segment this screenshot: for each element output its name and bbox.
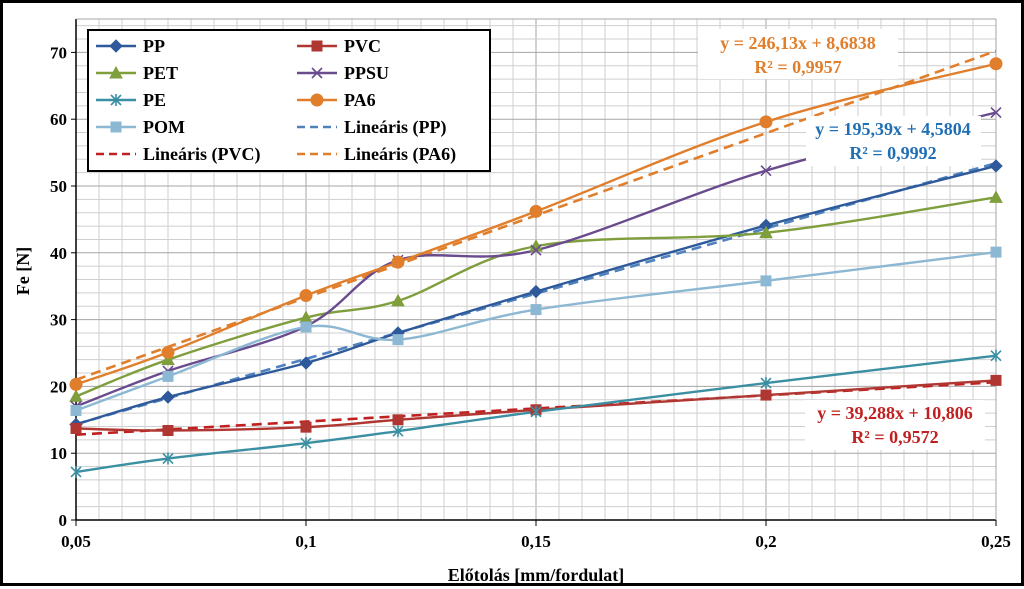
data-point-pe [392, 425, 404, 438]
data-point-pp [529, 284, 543, 299]
legend-label-pe: PE [143, 90, 166, 110]
series-line-pp [75, 164, 997, 426]
pa6-equation-box [698, 29, 898, 79]
legend-label-ppsu: PPSU [344, 63, 389, 83]
data-point-pe [300, 437, 312, 450]
legend-marker-pom [110, 121, 122, 133]
pvc-r2: R² = 0,9572 [851, 427, 938, 447]
data-point-pe [162, 452, 174, 465]
data-point-ppsu [990, 106, 1002, 119]
data-point-pe [990, 349, 1002, 362]
data-point-pvc [392, 414, 404, 426]
series-line-pvc [75, 379, 997, 432]
series-line-pa6 [75, 62, 997, 386]
data-point-pom [392, 334, 404, 346]
trend-equations: y = 246,13x + 8,6838 R² = 0,9957 y = 195… [698, 29, 985, 450]
data-point-pe [760, 377, 772, 390]
data-point-pet [759, 225, 773, 239]
x-tick-label: 0,25 [981, 532, 1011, 551]
x-tick-label: 0,15 [521, 532, 551, 551]
data-point-pvc [70, 422, 82, 434]
data-point-pom [760, 275, 772, 287]
y-axis-title: Fe [N] [13, 247, 33, 295]
data-point-pom [70, 404, 82, 416]
y-tick-label: 10 [50, 444, 67, 463]
y-tick-label: 30 [50, 311, 67, 330]
legend-marker-pvc [311, 40, 323, 52]
data-point-pom [300, 321, 312, 333]
pp-equation-box [806, 116, 981, 166]
tick-labels: 0,05 0,1 0,15 0,2 0,25 0 10 20 30 40 50 60 70 [50, 43, 1011, 551]
pp-equation: y = 195,39x + 4,5804 [815, 119, 971, 139]
legend-box [87, 29, 491, 172]
legend-label-pet: PET [143, 63, 178, 83]
series-line-pe [75, 354, 997, 474]
legend-label-pa6: PA6 [344, 90, 376, 110]
data-point-ppsu [530, 244, 542, 256]
data-point-pa6 [161, 345, 175, 359]
data-point-pom [990, 246, 1002, 258]
y-tick-label: 70 [50, 43, 67, 62]
data-point-pa6 [299, 289, 313, 303]
pvc-equation-box [805, 400, 985, 450]
legend: PP PVC PET PPSU PE PA6 POM Lineáris (PP) Lineári… [87, 29, 491, 172]
x-tick-label: 0,2 [755, 532, 776, 551]
legend-marker-pet [109, 65, 123, 79]
data-point-pvc [162, 424, 174, 436]
data-point-pet [989, 190, 1003, 203]
series-line-pet [75, 196, 997, 398]
x-tick-label: 0,1 [295, 532, 316, 551]
data-point-pom [530, 304, 542, 316]
data-point-pa6 [529, 204, 543, 218]
legend-marker-pa6 [310, 93, 324, 107]
line-chart: 0,05 0,1 0,15 0,2 0,25 0 10 20 30 40 50 60 70 y = 24… [13, 18, 1011, 585]
data-point-pvc [300, 421, 312, 433]
series-lines [75, 62, 997, 474]
y-tick-label: 0 [59, 511, 68, 530]
data-point-ppsu [760, 165, 772, 177]
data-point-pp [989, 159, 1003, 173]
y-tick-label: 40 [50, 244, 67, 263]
data-point-pvc [990, 374, 1002, 386]
data-point-pet [69, 389, 83, 402]
data-point-pvc [760, 389, 772, 401]
pa6-equation: y = 246,13x + 8,6838 [720, 33, 876, 53]
data-point-pet [391, 293, 405, 307]
data-point-pa6 [989, 57, 1003, 71]
data-point-pp [299, 356, 313, 370]
legend-label-pom: POM [143, 117, 185, 137]
legend-label-line-ris-pa6-: Lineáris (PA6) [344, 144, 456, 165]
series-line-ppsu [75, 111, 997, 408]
x-tick-label: 0,05 [61, 532, 91, 551]
data-point-pa6 [69, 377, 83, 391]
legend-label-pp: PP [143, 36, 165, 56]
x-axis-title: Előtolás [mm/fordulat] [448, 565, 624, 585]
legend-marker-pe [110, 94, 122, 106]
y-tick-label: 60 [50, 110, 67, 129]
y-tick-label: 20 [50, 377, 67, 396]
pa6-r2: R² = 0,9957 [754, 57, 841, 77]
legend-marker-pp [109, 39, 123, 53]
data-point-pe [530, 405, 542, 418]
data-point-pp [161, 390, 175, 404]
legend-label-line-ris-pp-: Lineáris (PP) [344, 117, 446, 138]
series-line-pom [75, 250, 997, 412]
data-point-pa6 [759, 115, 773, 129]
pvc-equation: y = 39,288x + 10,806 [817, 403, 973, 423]
data-point-pet [161, 352, 175, 366]
legend-label-pvc: PVC [344, 36, 381, 56]
data-point-pa6 [391, 255, 405, 269]
legend-label-line-ris-pvc-: Lineáris (PVC) [143, 144, 260, 165]
pp-r2: R² = 0,9992 [849, 143, 936, 163]
trendline-line-ris-pvc- [75, 380, 997, 436]
data-point-pom [162, 370, 174, 382]
data-point-pe [70, 465, 82, 478]
series-markers [69, 57, 1003, 478]
y-tick-label: 50 [50, 177, 67, 196]
legend-marker-ppsu [311, 67, 323, 79]
